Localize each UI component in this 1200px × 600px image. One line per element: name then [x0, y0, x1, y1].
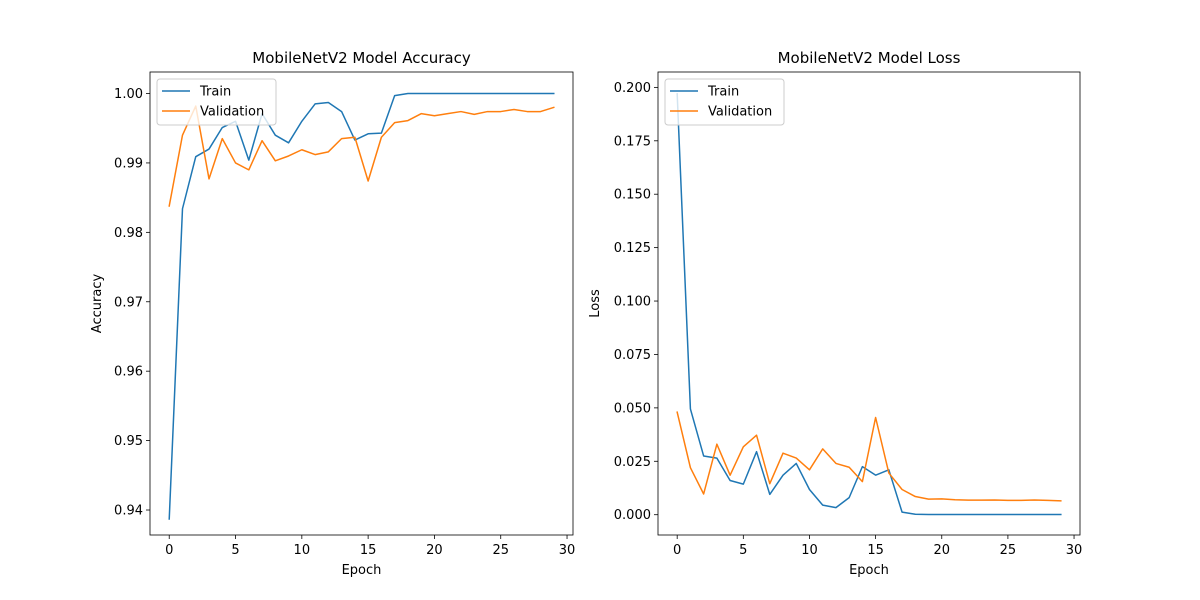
x-tick-label: 30 — [559, 543, 576, 558]
x-tick-label: 20 — [426, 543, 443, 558]
axes-frame — [657, 71, 1081, 536]
x-tick-label: 5 — [231, 543, 239, 558]
legend-label-train: Train — [707, 85, 739, 100]
y-axis-label: Loss — [588, 289, 603, 318]
chart-panel-2: 0 5 10 15 20 25 30 0.000 0.025 0.050 0.075 0.100 0.1… — [588, 49, 1082, 578]
y-tick-label: 0.125 — [614, 241, 651, 256]
legend-label-validation: Validation — [708, 105, 772, 120]
y-tick-label: 1.00 — [114, 87, 143, 102]
chart-title: MobileNetV2 Model Accuracy — [252, 49, 471, 67]
x-tick-label: 25 — [1000, 543, 1017, 558]
chart-title: MobileNetV2 Model Loss — [778, 49, 961, 67]
x-tick-label: 15 — [360, 543, 377, 558]
y-tick-label: 0.94 — [114, 504, 143, 519]
x-tick-label: 25 — [492, 543, 509, 558]
y-tick-label: 0.175 — [614, 134, 651, 149]
y-axis-label: Accuracy — [90, 274, 105, 334]
y-tick-label: 0.200 — [614, 81, 651, 96]
y-tick-label: 0.99 — [114, 156, 143, 171]
x-axis-label: Epoch — [849, 563, 889, 578]
series-line-validation — [168, 105, 555, 207]
x-tick-label: 0 — [165, 543, 173, 558]
y-tick-label: 0.050 — [614, 401, 651, 416]
y-tick-label: 0.96 — [114, 365, 143, 380]
y-tick-label: 0.000 — [614, 508, 651, 523]
chart-panel-1: 0 5 10 15 20 25 30 0.94 0.95 0.96 0.97 0.98 0.99 1.00… — [90, 49, 575, 578]
x-tick-label: 30 — [1066, 543, 1083, 558]
x-tick-label: 20 — [933, 543, 950, 558]
x-tick-label: 10 — [801, 543, 818, 558]
y-tick-label: 0.025 — [614, 455, 651, 470]
series-line-validation — [676, 411, 1062, 502]
y-tick-label: 0.100 — [614, 295, 651, 310]
y-tick-label: 0.97 — [114, 295, 143, 310]
legend-label-validation: Validation — [200, 105, 264, 120]
plot-area — [676, 93, 1062, 516]
legend: Train Validation — [156, 78, 277, 126]
x-axis-label: Epoch — [342, 563, 382, 578]
x-tick-label: 0 — [673, 543, 681, 558]
series-line-train — [676, 93, 1062, 516]
y-tick-label: 0.98 — [114, 226, 143, 241]
y-tick-label: 0.150 — [614, 188, 651, 203]
axes-frame — [149, 71, 574, 536]
y-tick-label: 0.95 — [114, 434, 143, 449]
x-tick-label: 10 — [294, 543, 311, 558]
x-tick-label: 15 — [867, 543, 884, 558]
x-tick-label: 5 — [739, 543, 747, 558]
legend-label-train: Train — [199, 85, 231, 100]
legend: Train Validation — [664, 78, 785, 126]
y-tick-label: 0.075 — [614, 348, 651, 363]
